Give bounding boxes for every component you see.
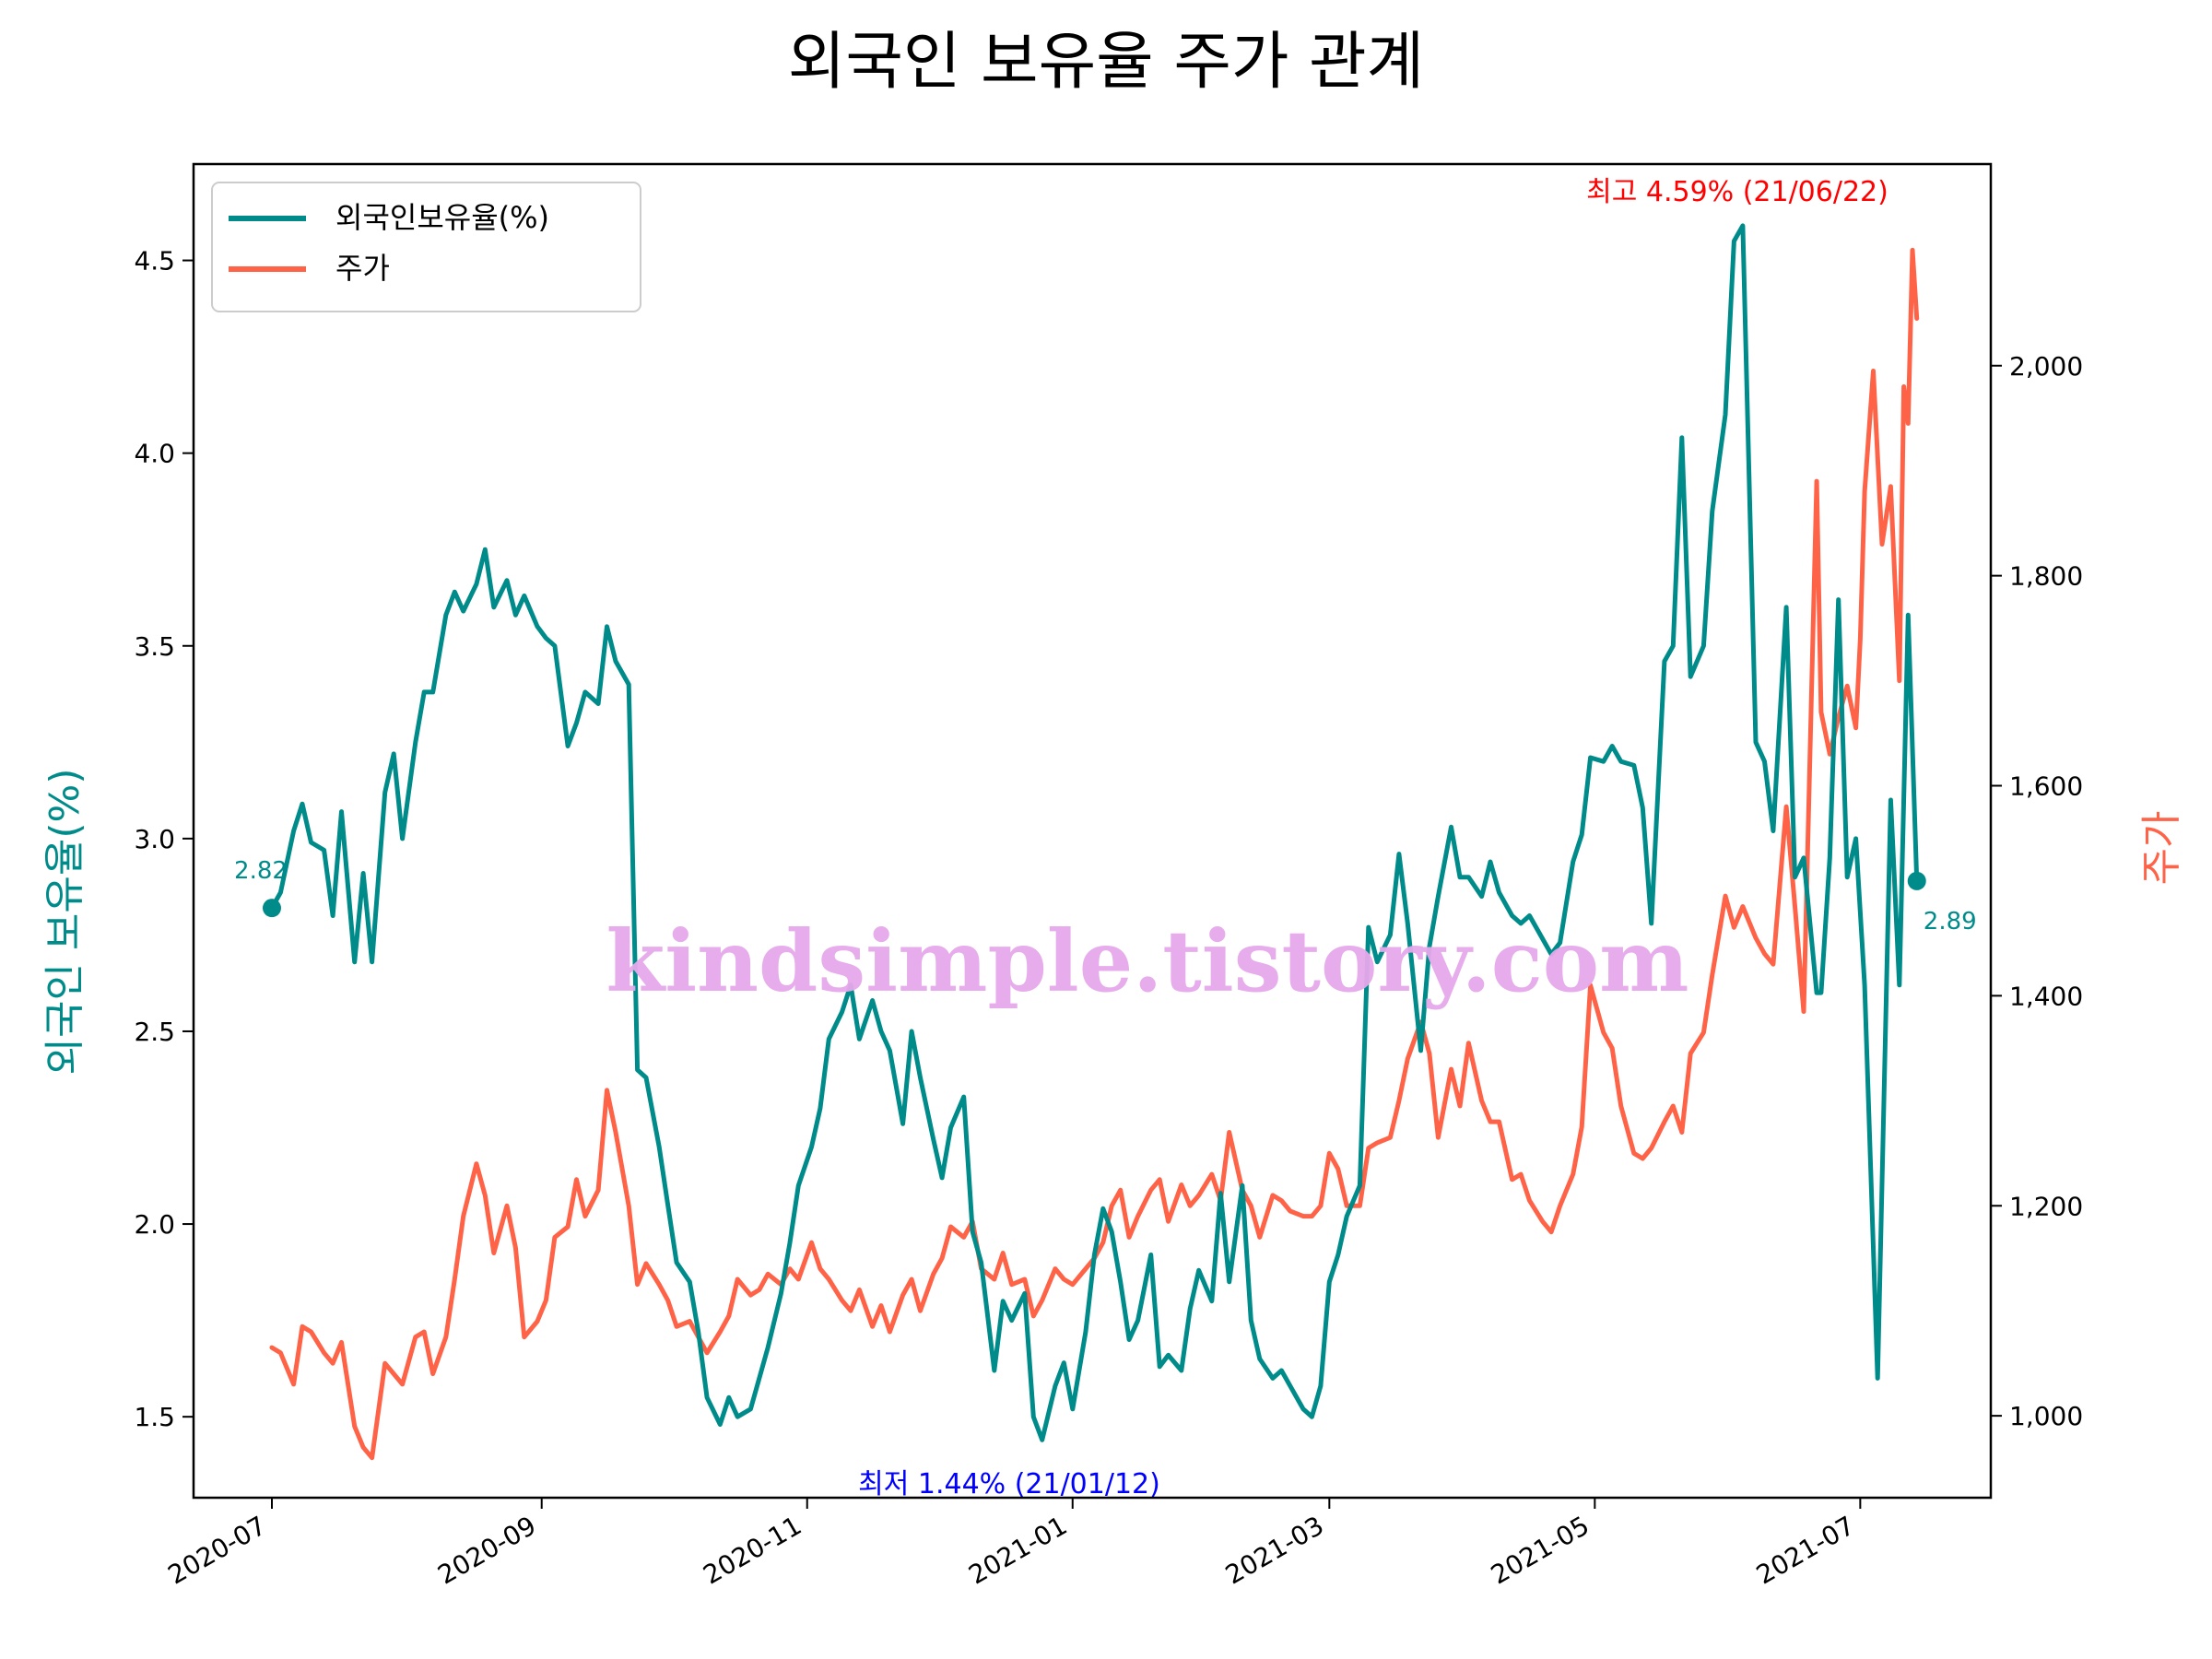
y-left-tick-label-1: 2.0 [134, 1209, 175, 1240]
y-left-tick-label-2: 2.5 [134, 1017, 175, 1047]
end-point-marker [1907, 871, 1926, 890]
x-tick-label-6: 2021-07 [1751, 1510, 1860, 1590]
y-left-tick-label-6: 4.5 [134, 246, 175, 276]
x-tick-label-3: 2021-01 [963, 1510, 1072, 1590]
y-right-tick-label-1: 1,200 [2009, 1191, 2083, 1221]
legend-box [211, 182, 641, 312]
start-point-marker [262, 899, 281, 918]
left-axis-label: 외국인 보유율(%) [41, 768, 88, 1075]
series-line-foreign-ownership [269, 223, 1920, 1442]
y-right-tick-label-5: 2,000 [2009, 351, 2083, 382]
y-left-tick-label-3: 3.0 [134, 824, 175, 854]
watermark: kindsimple.tistory.com [606, 912, 1688, 1011]
y-left-tick-label-4: 3.5 [134, 631, 175, 662]
x-tick-label-4: 2021-03 [1220, 1510, 1329, 1590]
chart-title: 외국인 보유율 주가 관계 [788, 26, 1424, 99]
end-value-label: 2.89 [1924, 908, 1977, 935]
x-tick-label-2: 2020-11 [698, 1510, 806, 1590]
min-value-label: 최저 1.44% (21/01/12) [858, 1468, 1160, 1500]
y-right-tick-label-3: 1,600 [2009, 771, 2083, 802]
x-tick-label-0: 2020-07 [163, 1510, 272, 1590]
y-right-tick-label-0: 1,000 [2009, 1401, 2083, 1431]
start-value-label: 2.82 [234, 857, 288, 885]
series-line-stock-price [269, 247, 1920, 1461]
y-left-tick-label-5: 4.0 [134, 439, 175, 469]
y-right-tick-label-2: 1,400 [2009, 981, 2083, 1011]
x-tick-label-5: 2021-05 [1486, 1510, 1594, 1590]
plot-frame [192, 162, 1993, 1500]
legend-label-price: 주가 [335, 251, 390, 286]
series-group [269, 223, 1920, 1461]
annotation-group: 2.82 2.89 최고 4.59% (21/06/22) 최저 1.44% (21/… [234, 176, 1977, 1500]
right-axis-label: 주가 [2138, 811, 2185, 886]
max-value-label: 최고 4.59% (21/06/22) [1586, 176, 1888, 208]
legend: 외국인보유율(%) 주가 [211, 182, 641, 312]
legend-label-foreign: 외국인보유율(%) [335, 200, 549, 235]
x-tick-label-1: 2020-09 [432, 1510, 541, 1590]
y-left-tick-label-0: 1.5 [134, 1402, 175, 1432]
y-right-tick-label-4: 1,800 [2009, 561, 2083, 592]
